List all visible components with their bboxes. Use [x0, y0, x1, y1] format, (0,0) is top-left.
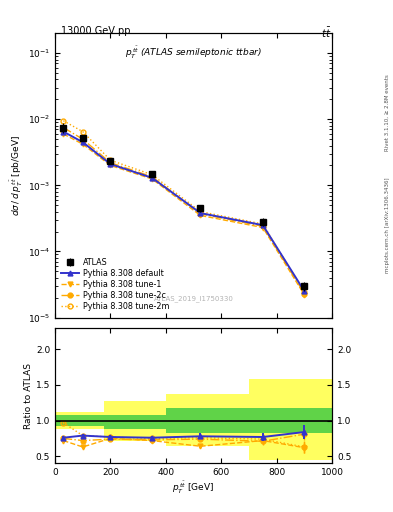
Text: Rivet 3.1.10, ≥ 2.8M events: Rivet 3.1.10, ≥ 2.8M events — [385, 74, 389, 151]
Text: ATLAS_2019_I1750330: ATLAS_2019_I1750330 — [154, 295, 233, 302]
X-axis label: $p_T^{\,t\bar{t}}$ [GeV]: $p_T^{\,t\bar{t}}$ [GeV] — [173, 480, 215, 496]
Text: 13000 GeV pp: 13000 GeV pp — [61, 26, 130, 36]
Y-axis label: $d\sigma\,/\,d\,p_T^{\,t\bar{t}}$ [pb/GeV]: $d\sigma\,/\,d\,p_T^{\,t\bar{t}}$ [pb/Ge… — [9, 135, 25, 216]
Text: mcplots.cern.ch [arXiv:1306.3436]: mcplots.cern.ch [arXiv:1306.3436] — [385, 178, 389, 273]
Text: $t\bar{t}$: $t\bar{t}$ — [321, 26, 331, 40]
Text: $p_T^{\,t\bar{t}}$ (ATLAS semileptonic ttbar): $p_T^{\,t\bar{t}}$ (ATLAS semileptonic t… — [125, 45, 262, 61]
Y-axis label: Ratio to ATLAS: Ratio to ATLAS — [24, 362, 33, 429]
Legend: ATLAS, Pythia 8.308 default, Pythia 8.308 tune-1, Pythia 8.308 tune-2c, Pythia 8: ATLAS, Pythia 8.308 default, Pythia 8.30… — [59, 255, 172, 313]
